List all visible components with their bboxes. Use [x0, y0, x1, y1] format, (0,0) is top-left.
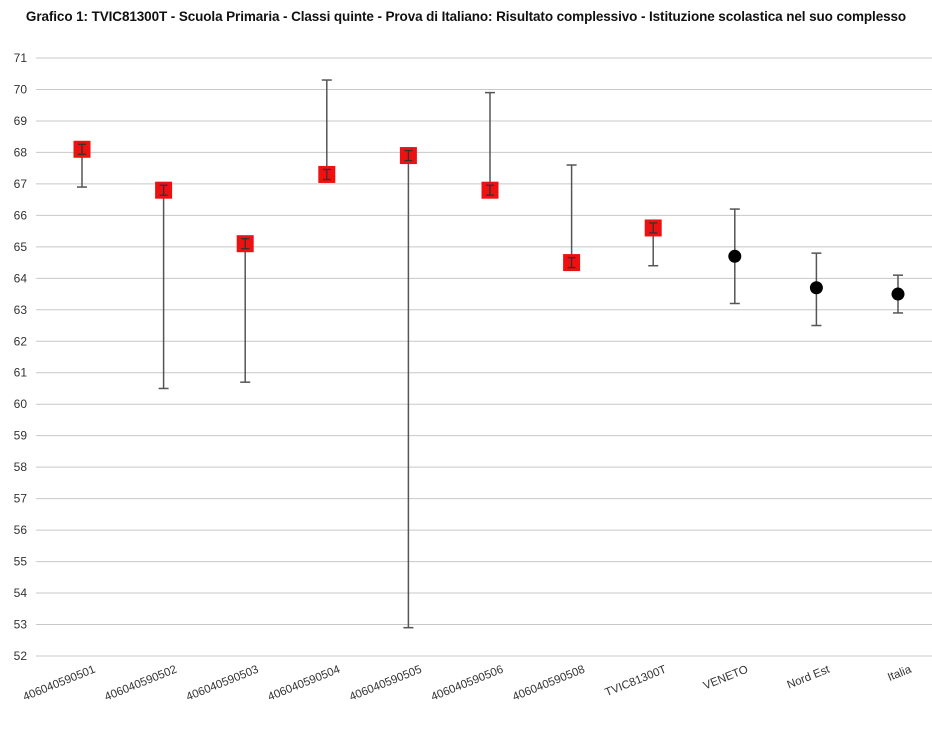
data-point-circle: [809, 281, 823, 295]
x-tick-label: Italia: [886, 663, 914, 683]
x-tick-label: VENETO: [702, 664, 750, 693]
y-tick-label: 69: [14, 114, 28, 128]
chart-title: Grafico 1: TVIC81300T - Scuola Primaria …: [25, 9, 907, 24]
y-tick-label: 53: [14, 618, 28, 632]
x-tick-label: Nord Est: [786, 663, 833, 691]
error-bar: [485, 91, 495, 191]
x-tick-label: 406040590506: [429, 664, 505, 704]
error-bar: [158, 186, 169, 390]
markers: [73, 140, 905, 301]
y-tick-label: 59: [14, 429, 28, 443]
y-tick-label: 60: [14, 397, 28, 411]
x-tick-label: 406040590502: [103, 664, 179, 704]
y-tick-label: 61: [14, 366, 28, 380]
x-tick-label: 406040590504: [266, 663, 342, 703]
data-point-circle: [891, 287, 905, 301]
y-tick-label: 64: [14, 271, 28, 285]
grid: [36, 57, 932, 657]
y-tick-label: 56: [14, 523, 28, 537]
x-tick-label: 406040590505: [348, 664, 424, 704]
x-tick-label: 406040590508: [511, 664, 587, 704]
y-tick-label: 68: [14, 145, 28, 159]
x-tick-label: TVIC81300T: [603, 664, 668, 700]
x-tick-label: 406040590501: [21, 664, 97, 704]
y-tick-label: 65: [14, 240, 28, 254]
y-tick-label: 67: [14, 177, 28, 191]
y-tick-label: 58: [14, 460, 28, 474]
y-tick-label: 52: [14, 649, 28, 663]
x-axis-labels: 406040590501 406040590502 406040590503 4060…: [21, 663, 913, 703]
data-point-circle: [728, 249, 742, 263]
y-tick-label: 62: [14, 334, 28, 348]
y-tick-label: 63: [14, 303, 28, 317]
error-bar: [321, 79, 332, 176]
error-bar: [566, 164, 577, 264]
y-tick-label: 71: [14, 51, 28, 65]
y-tick-label: 55: [14, 555, 28, 569]
error-bar: [403, 154, 414, 629]
x-tick-label: 406040590503: [185, 664, 261, 704]
y-tick-label: 66: [14, 208, 28, 222]
error-bars: [77, 79, 903, 629]
y-tick-label: 54: [14, 586, 28, 600]
y-tick-label: 70: [14, 82, 28, 96]
error-bar: [240, 242, 251, 383]
y-axis-ticks: 52 53 54 55 56 57 58 59 60 61 62 63 64 65 66 67 68 69 70 71: [14, 51, 28, 663]
y-tick-label: 57: [14, 492, 28, 506]
